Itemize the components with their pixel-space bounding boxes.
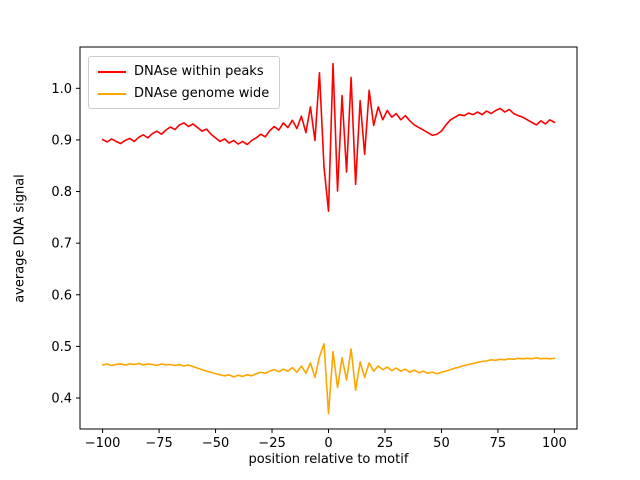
legend-line-sample-red bbox=[98, 70, 126, 73]
y-axis-label: average DNA signal bbox=[12, 174, 28, 303]
legend-line-sample-orange bbox=[98, 92, 126, 95]
x-tick-label: −25 bbox=[258, 436, 285, 451]
legend-label: DNAse genome wide bbox=[134, 86, 270, 101]
x-tick-label: 25 bbox=[377, 436, 394, 451]
x-tick-label: 100 bbox=[542, 436, 567, 451]
x-tick-label: 0 bbox=[324, 436, 332, 451]
y-tick-label: 0.7 bbox=[51, 237, 72, 252]
series-line-dnase-genome-wide bbox=[101, 343, 556, 415]
x-tick-label: −75 bbox=[145, 436, 172, 451]
x-axis-label: position relative to motif bbox=[248, 452, 409, 467]
y-tick-label: 0.4 bbox=[51, 392, 72, 407]
y-tick-label: 0.8 bbox=[51, 185, 72, 200]
legend: DNAse within peaks DNAse genome wide bbox=[88, 56, 281, 109]
legend-label: DNAse within peaks bbox=[134, 64, 264, 79]
y-tick-label: 0.6 bbox=[51, 288, 72, 303]
legend-entry: DNAse within peaks bbox=[98, 64, 269, 79]
x-tick-label: −100 bbox=[85, 436, 121, 451]
legend-entry: DNAse genome wide bbox=[98, 86, 269, 101]
x-tick-label: −50 bbox=[202, 436, 229, 451]
x-tick-label: 50 bbox=[433, 436, 450, 451]
y-tick-label: 0.9 bbox=[51, 133, 72, 148]
series-line-dnase-within-peaks bbox=[101, 62, 556, 212]
y-tick-label: 1.0 bbox=[51, 82, 72, 97]
y-tick-label: 0.5 bbox=[51, 340, 72, 355]
x-tick-label: 75 bbox=[490, 436, 507, 451]
